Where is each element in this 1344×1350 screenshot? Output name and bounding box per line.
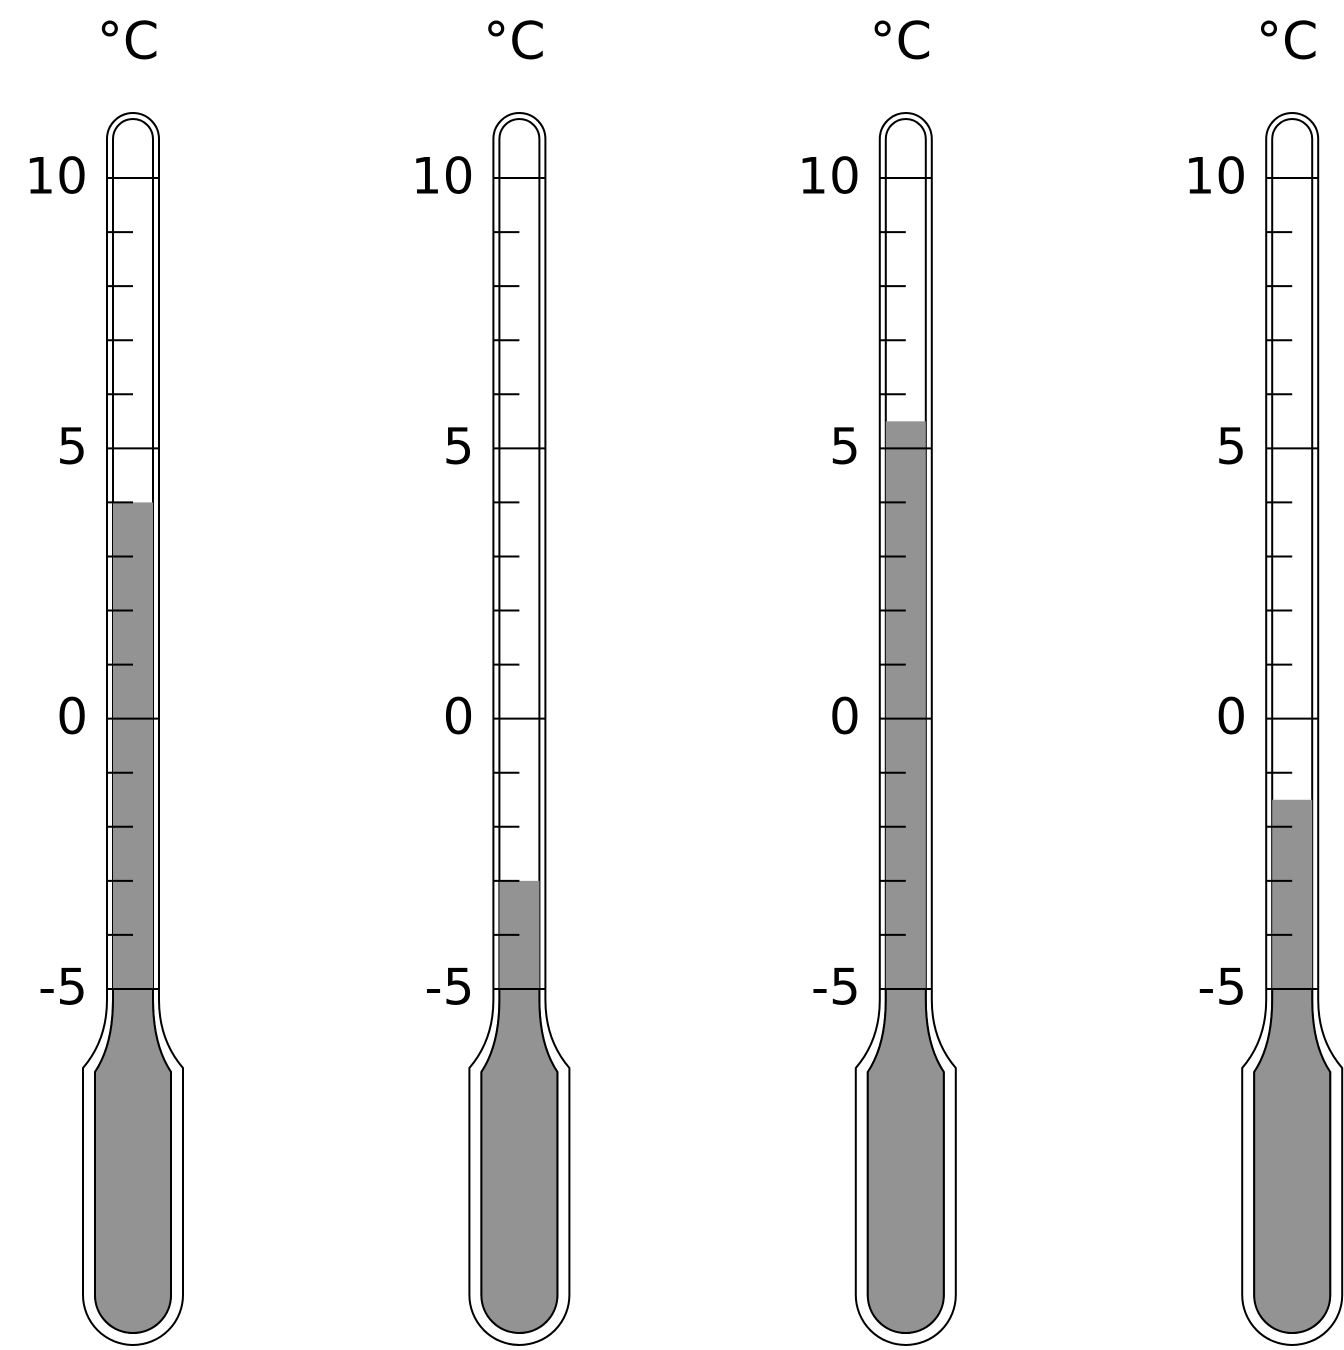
tick-label: 10 <box>797 148 861 206</box>
tick-label: 5 <box>443 418 475 476</box>
tick-label: 0 <box>829 688 861 746</box>
unit-label: °C <box>1256 12 1318 72</box>
tick-label: -5 <box>425 959 475 1017</box>
tick-label: -5 <box>38 959 88 1017</box>
liquid-column <box>113 502 153 989</box>
bulb-fill <box>94 988 172 1334</box>
tick-label: 0 <box>1215 688 1247 746</box>
tick-label: 10 <box>411 148 475 206</box>
bulb-fill <box>1253 988 1332 1334</box>
unit-label: °C <box>97 12 159 72</box>
tick-label: 5 <box>56 418 88 476</box>
unit-label: °C <box>870 12 932 72</box>
tick-label: 10 <box>24 148 88 206</box>
liquid-column <box>1272 799 1313 989</box>
tick-label: -5 <box>1197 959 1247 1017</box>
unit-label: °C <box>483 12 545 72</box>
tick-label: -5 <box>811 959 861 1017</box>
tick-label: 5 <box>829 418 861 476</box>
tick-label: 5 <box>1215 418 1247 476</box>
tick-label: 10 <box>1184 148 1248 206</box>
liquid-column <box>885 421 926 989</box>
tick-label: 0 <box>443 688 475 746</box>
bulb-fill <box>866 988 945 1334</box>
tick-label: 0 <box>56 688 88 746</box>
bulb-fill <box>480 988 559 1334</box>
